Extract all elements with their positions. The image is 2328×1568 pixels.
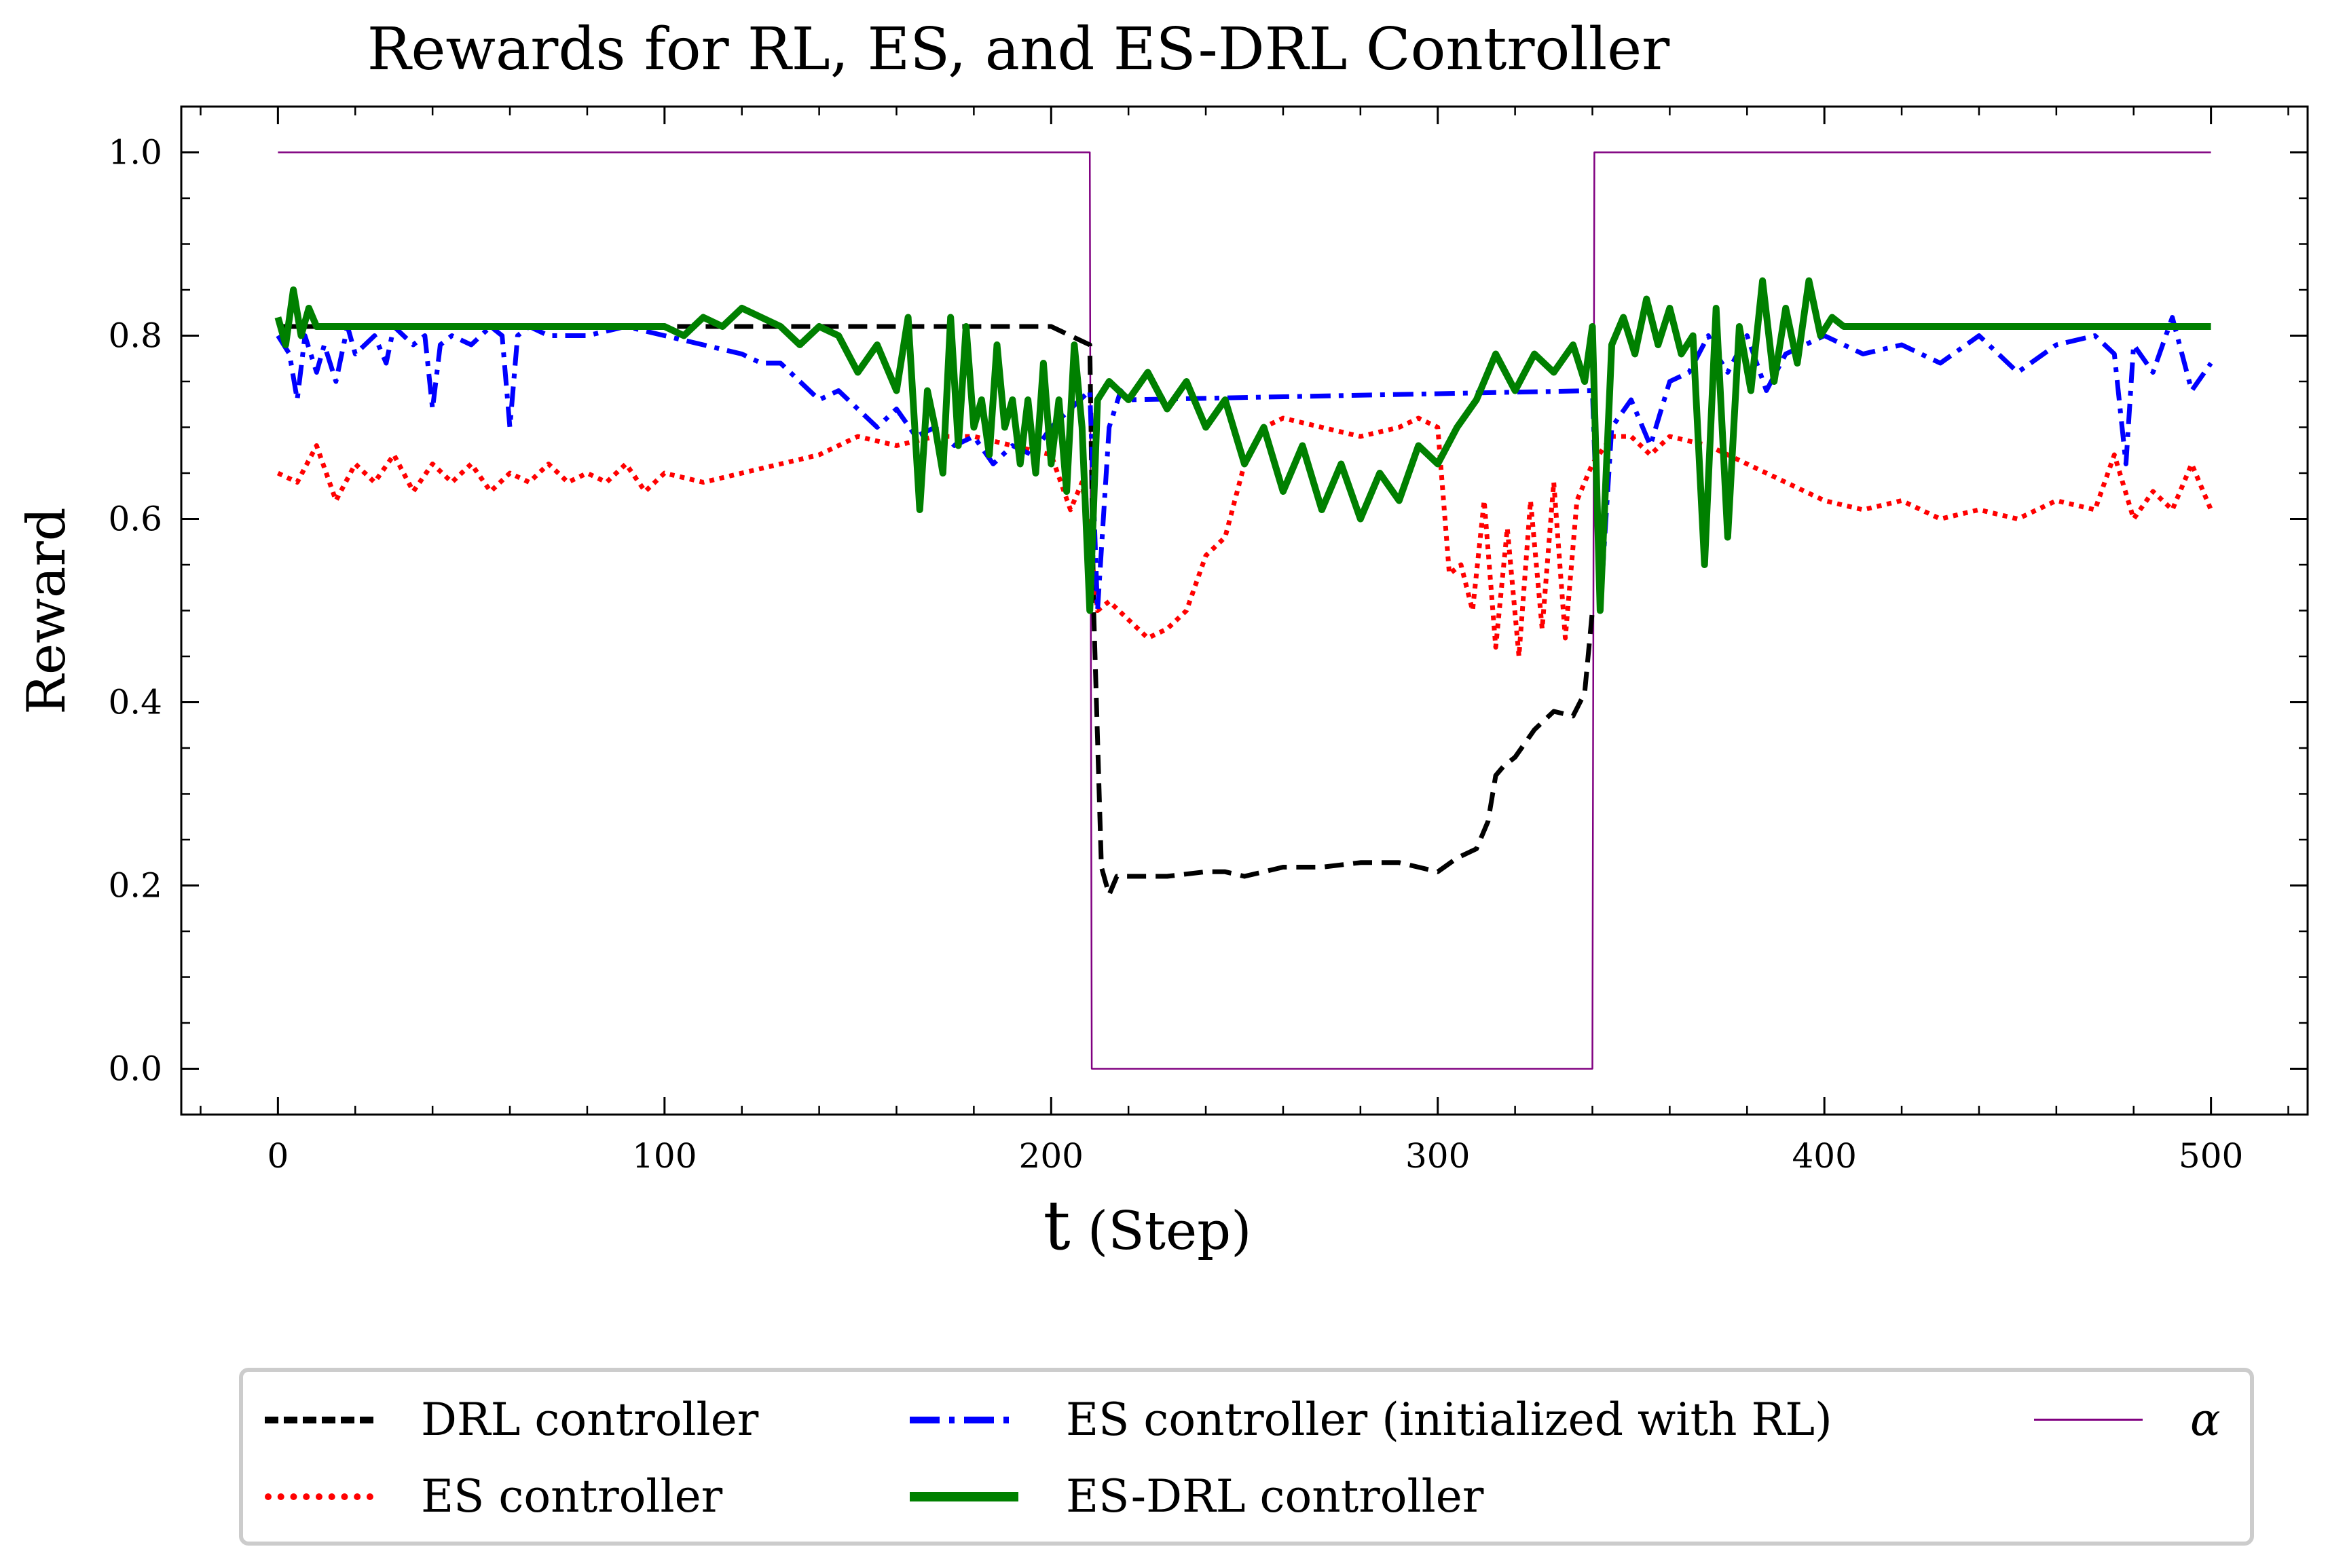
y-tick-label: 0.6 xyxy=(108,500,162,539)
legend-label-es: ES controller xyxy=(421,1470,723,1523)
legend-swatch-es-drl xyxy=(910,1491,1018,1501)
legend-swatch-es-rl xyxy=(910,1416,1018,1423)
x-tick-label: 400 xyxy=(1792,1136,1856,1176)
x-tick-label: 500 xyxy=(2179,1136,2243,1176)
legend: DRL controller ES controller ES controll… xyxy=(239,1368,2254,1546)
x-tick-label: 100 xyxy=(632,1136,697,1176)
legend-item-drl: DRL controller xyxy=(265,1394,758,1446)
y-tick-label: 1.0 xyxy=(108,133,162,172)
y-tick-label: 0.8 xyxy=(108,316,162,356)
legend-swatch-es xyxy=(265,1493,373,1500)
legend-item-alpha: α xyxy=(2034,1394,2221,1446)
x-tick-label: 300 xyxy=(1405,1136,1470,1176)
legend-item-es: ES controller xyxy=(265,1470,722,1523)
y-tick-label: 0.0 xyxy=(108,1049,162,1089)
y-tick-label: 0.4 xyxy=(108,683,162,722)
legend-item-es-rl: ES controller (initialized with RL) xyxy=(910,1394,1832,1446)
series-drl-controller xyxy=(278,324,1600,897)
x-axis-label-main: t xyxy=(1043,1186,1070,1265)
legend-label-drl: DRL controller xyxy=(421,1394,759,1446)
y-axis-label: Reward xyxy=(16,507,77,714)
x-axis-label-unit: (Step) xyxy=(1088,1201,1252,1262)
x-tick-label: 200 xyxy=(1019,1136,1084,1176)
series-es-drl-controller xyxy=(274,277,2211,614)
legend-swatch-drl xyxy=(265,1416,373,1423)
legend-label-es-rl: ES controller (initialized with RL) xyxy=(1066,1394,1832,1446)
x-axis-label: t (Step) xyxy=(1043,1186,1251,1265)
chart-title: Rewards for RL, ES, and ES-DRL Controlle… xyxy=(367,16,1670,83)
plot-frame xyxy=(180,105,2309,1116)
series-es-rl-controller xyxy=(276,315,2213,613)
legend-item-es-drl: ES-DRL controller xyxy=(910,1470,1483,1523)
grid-and-ticks: 0 100 200 300 400 500 0.0 0.2 0.4 0.6 0.8 1.0 xyxy=(108,105,2308,1176)
plot-series xyxy=(274,151,2213,1070)
series-alpha xyxy=(278,151,2211,1070)
legend-label-es-drl: ES-DRL controller xyxy=(1066,1470,1484,1523)
y-tick-label: 0.2 xyxy=(108,866,162,906)
legend-label-alpha: α xyxy=(2190,1394,2221,1446)
series-es-controller xyxy=(276,415,2213,659)
legend-swatch-alpha xyxy=(2034,1419,2143,1421)
x-tick-label: 0 xyxy=(267,1136,289,1176)
